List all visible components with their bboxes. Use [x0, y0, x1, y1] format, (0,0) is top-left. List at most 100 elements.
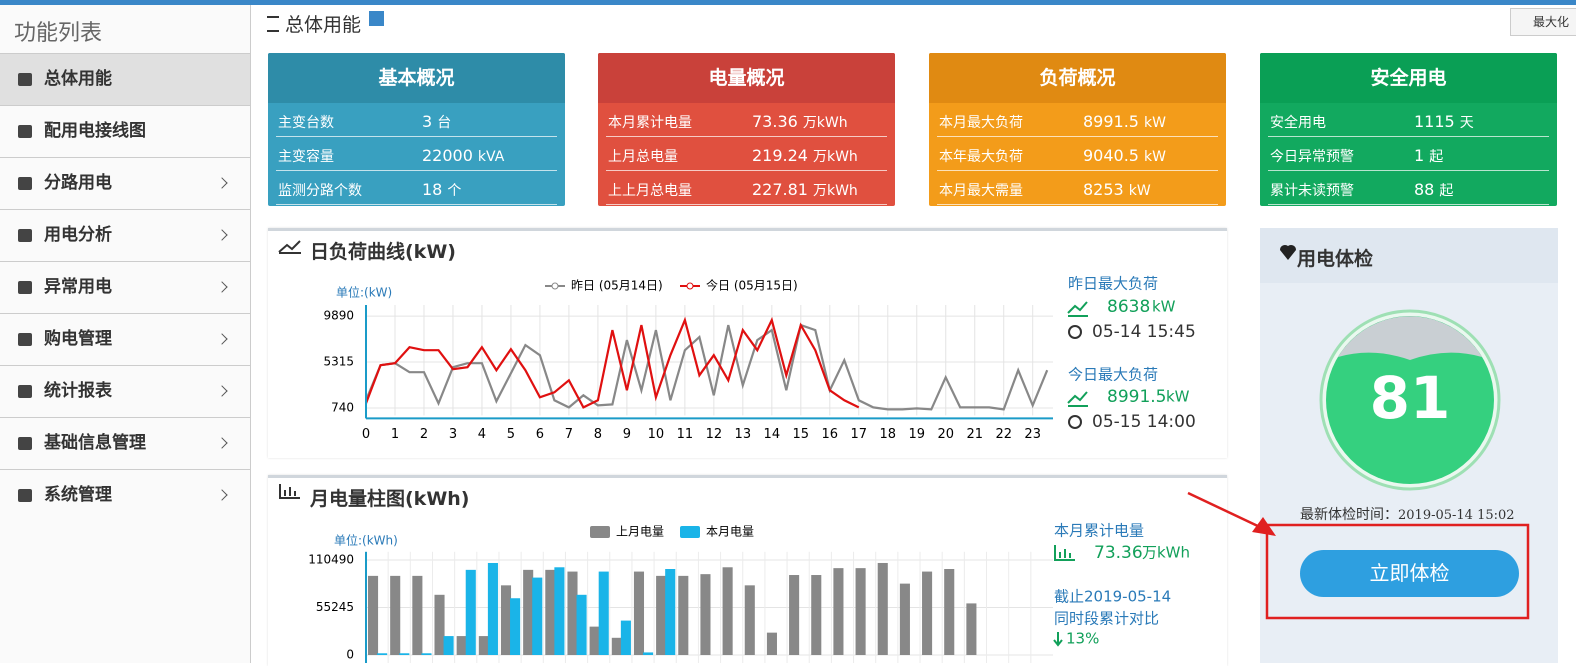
- item-label: 配用电接线图: [44, 121, 146, 141]
- sidebar-item[interactable]: 系统管理: [0, 469, 250, 521]
- check-time: 2019-05-14 15:02: [1398, 508, 1515, 523]
- unit: 起: [1429, 149, 1444, 165]
- item-label: 异常用电: [44, 277, 112, 297]
- row-value: 22000 kVA: [422, 146, 504, 165]
- item-icon: [18, 385, 32, 398]
- value: 88: [1414, 180, 1435, 199]
- check-time-label: 最新体检时间：2019-05-14 15:02: [1300, 504, 1515, 524]
- card-title: 基本概况: [268, 53, 565, 103]
- unit: 台: [437, 115, 452, 131]
- sidebar-item[interactable]: 异常用电: [0, 261, 250, 313]
- top-bar: [0, 0, 1576, 5]
- sidebar-item[interactable]: 统计报表: [0, 365, 250, 417]
- chevron: [216, 437, 228, 449]
- row-label: 监测分路个数: [278, 183, 362, 199]
- row-label: 本月累计电量: [608, 115, 692, 131]
- value: 227.81: [752, 180, 808, 199]
- item-icon: [18, 489, 32, 502]
- card-title: 负荷概况: [929, 53, 1226, 103]
- item-icon: [18, 281, 32, 294]
- row-value: 227.81 万kWh: [752, 180, 858, 200]
- row-label: 上上月总电量: [608, 183, 692, 199]
- row-label: 本月最大需量: [939, 183, 1023, 199]
- item-label: 系统管理: [44, 485, 112, 505]
- item-label: 购电管理: [44, 329, 112, 349]
- item-label: 基础信息管理: [44, 433, 146, 453]
- item-icon: [18, 177, 32, 190]
- row-value: 18 个: [422, 180, 461, 200]
- chevron: [216, 489, 228, 501]
- row-label: 安全用电: [1270, 115, 1326, 131]
- row-label: 上月总电量: [608, 149, 678, 165]
- card-row: 主变容量 22000 kVA: [276, 137, 557, 171]
- chevron: [216, 385, 228, 397]
- card-row: 本月累计电量 73.36 万kWh: [606, 103, 887, 137]
- unit: kW: [1143, 149, 1166, 165]
- sidebar-item[interactable]: 购电管理: [0, 313, 250, 365]
- value: 8991.5: [1083, 112, 1139, 131]
- row-value: 9040.5 kW: [1083, 146, 1166, 165]
- summary-card: 基本概况主变台数 3 台主变容量 22000 kVA 监测分路个数 18 个: [268, 53, 565, 206]
- chevron: [216, 333, 228, 345]
- unit: kVA: [477, 149, 505, 165]
- unit: 万kWh: [802, 115, 848, 131]
- row-value: 1115 天: [1414, 112, 1474, 132]
- label: 最新体检时间：: [1300, 507, 1398, 523]
- value: 1: [1414, 146, 1425, 165]
- panel-title: 月电量柱图(kWh): [310, 488, 470, 510]
- health-panel: 用电体检 最新体检时间：2019-05-14 15:02: [1260, 228, 1558, 663]
- value: 219.24: [752, 146, 808, 165]
- row-label: 累计未读预警: [1270, 183, 1354, 199]
- health-title: 用电体检: [1297, 248, 1374, 270]
- item-icon: [18, 73, 32, 86]
- unit: kW: [1128, 183, 1151, 199]
- row-label: 主变容量: [278, 149, 334, 165]
- value: 22000: [422, 146, 473, 165]
- card-row: 安全用电 1115 天: [1268, 103, 1549, 137]
- maximize-button[interactable]: 最大化: [1510, 8, 1576, 36]
- card-row: 今日异常预警 1 起: [1268, 137, 1549, 171]
- unit: kW: [1143, 115, 1166, 131]
- row-label: 本年最大负荷: [939, 149, 1023, 165]
- value: 8253: [1083, 180, 1124, 199]
- panel-title: 日负荷曲线(kW): [310, 241, 456, 263]
- info-icon: [369, 11, 384, 26]
- chevron: [216, 229, 228, 241]
- sidebar-item[interactable]: 总体用能: [0, 53, 250, 105]
- chevron: [216, 177, 228, 189]
- value: 1115: [1414, 112, 1455, 131]
- sidebar-item[interactable]: 配用电接线图: [0, 105, 250, 157]
- value: 9040.5: [1083, 146, 1139, 165]
- card-title: 安全用电: [1260, 53, 1557, 103]
- value: 3: [422, 112, 433, 131]
- page-title: 总体用能: [285, 14, 362, 36]
- item-label: 分路用电: [44, 173, 112, 193]
- chevron: [216, 281, 228, 293]
- sidebar-item[interactable]: 分路用电: [0, 157, 250, 209]
- load-panel: 日负荷曲线(kW): [268, 228, 1227, 458]
- row-label: 主变台数: [278, 115, 334, 131]
- check-button[interactable]: 立即体检: [1300, 550, 1519, 597]
- card-row: 监测分路个数 18 个: [276, 171, 557, 205]
- row-label: 今日异常预警: [1270, 149, 1354, 165]
- unit: 万kWh: [812, 149, 858, 165]
- unit: 起: [1439, 183, 1454, 199]
- unit: 个: [447, 183, 462, 199]
- row-value: 219.24 万kWh: [752, 146, 858, 166]
- item-label: 总体用能: [44, 69, 112, 89]
- card-row: 本年最大负荷 9040.5 kW: [937, 137, 1218, 171]
- summary-card: 电量概况 本月累计电量 73.36 万kWh 上月总电量 219.24 万kWh 上上月总电量…: [598, 53, 895, 206]
- summary-card: 负荷概况 本月最大负荷 8991.5 kW 本年最大负荷 9040.5 kW 本月最大需量 82…: [929, 53, 1226, 206]
- sidebar-item[interactable]: 基础信息管理: [0, 417, 250, 469]
- sidebar: 功能列表 总体用能 配用电接线图 分路用电 用电分析 异常用电 购电管理 统计报表 基础信息管…: [0, 5, 251, 663]
- item-icon: [18, 437, 32, 450]
- health-header: [1260, 228, 1558, 283]
- unit: 天: [1459, 115, 1474, 131]
- row-value: 88 起: [1414, 180, 1453, 200]
- unit: 万kWh: [812, 183, 858, 199]
- sidebar-item[interactable]: 用电分析: [0, 209, 250, 261]
- menu-icon: [267, 16, 279, 32]
